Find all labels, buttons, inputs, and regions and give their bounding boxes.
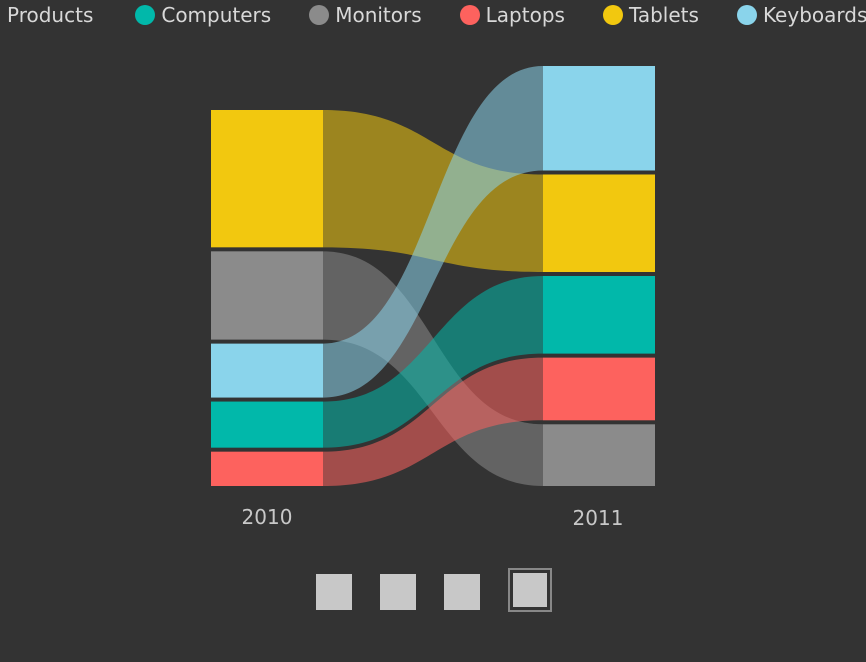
page-button-2[interactable] [380,574,416,610]
sankey-chart: 2010 2011 [211,66,655,530]
legend: Products Computers Monitors Laptops Tabl… [7,0,866,30]
legend-dot-keyboards [736,5,757,25]
legend-item-tablets[interactable]: Tablets [602,3,699,27]
sankey-link-keyboards[interactable] [323,66,543,398]
legend-item-computers[interactable]: Computers [135,3,271,27]
legend-item-keyboards[interactable]: Keyboards [736,3,866,27]
legend-label-computers: Computers [161,3,272,27]
sankey-node-2011-computers[interactable] [543,276,655,354]
pager [316,568,552,612]
sankey-links [323,66,543,486]
sankey-node-2010-keyboards[interactable] [211,343,323,398]
sankey-node-2010-monitors[interactable] [211,251,323,340]
sankey-node-2010-laptops[interactable] [211,451,323,486]
sankey-link-tablets[interactable] [323,110,543,272]
legend-label-tablets: Tablets [628,3,699,27]
legend-label-keyboards: Keyboards [762,3,866,27]
column-label-2010: 2010 [242,505,293,529]
sankey-node-2011-keyboards[interactable] [543,66,655,171]
sankey-nodes [211,66,655,486]
legend-item-laptops[interactable]: Laptops [459,3,565,27]
page-button-1[interactable] [316,574,352,610]
column-label-2011: 2011 [573,506,624,530]
sankey-link-laptops[interactable] [323,357,543,486]
legend-dot-monitors [309,5,330,25]
page-button-4[interactable] [508,568,552,612]
sankey-link-computers[interactable] [323,276,543,448]
legend-dot-laptops [459,5,480,25]
sankey-node-2010-tablets[interactable] [211,110,323,248]
sankey-node-2011-tablets[interactable] [543,174,655,272]
legend-dot-tablets [602,5,623,25]
sankey-node-2011-laptops[interactable] [543,357,655,421]
legend-title: Products [7,3,94,27]
legend-item-monitors[interactable]: Monitors [309,3,422,27]
legend-dot-computers [135,5,156,25]
legend-label-laptops: Laptops [485,3,565,27]
page-button-3[interactable] [444,574,480,610]
sankey-node-2011-monitors[interactable] [543,424,655,486]
sankey-node-2010-computers[interactable] [211,401,323,448]
legend-label-monitors: Monitors [335,3,422,27]
